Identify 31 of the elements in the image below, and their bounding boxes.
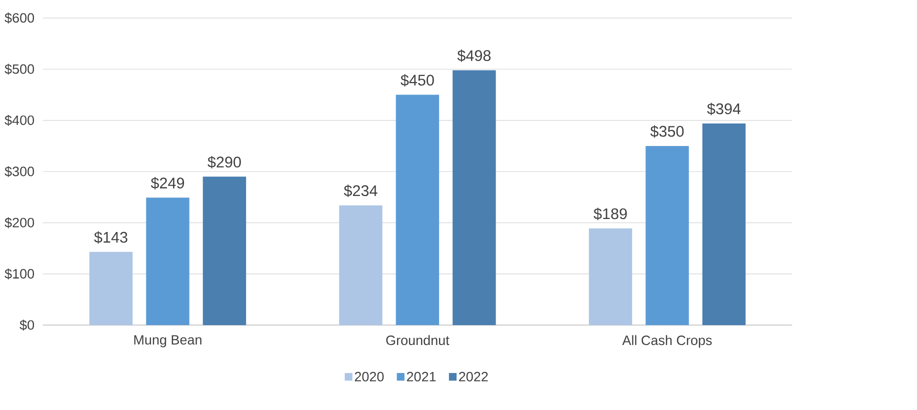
bar [646, 146, 689, 326]
legend-label: 2021 [406, 372, 436, 382]
x-tick-label: Mung Bean [134, 335, 202, 348]
x-tick-label: All Cash Crops [622, 335, 712, 348]
bar [588, 228, 632, 326]
data-label: $189 [594, 208, 627, 220]
y-tick-label: $0 [20, 320, 34, 331]
bar [702, 124, 746, 326]
data-label: $450 [400, 74, 434, 87]
y-tick-label: $100 [4, 268, 34, 280]
bar [146, 198, 190, 326]
data-label: $143 [94, 231, 128, 244]
x-tick-label: Groundnut [386, 335, 450, 346]
bar [202, 176, 246, 326]
data-label: $394 [707, 102, 741, 116]
bar [89, 252, 133, 326]
bar [452, 70, 496, 326]
y-tick-label: $500 [4, 64, 34, 75]
data-label: $234 [344, 184, 378, 198]
legend-label: 2022 [459, 372, 488, 382]
y-tick-label: $300 [4, 166, 34, 178]
data-label: $249 [150, 177, 184, 190]
y-tick-label: $600 [4, 12, 34, 24]
bar [339, 205, 382, 326]
data-label: $350 [650, 125, 684, 138]
y-tick-label: $200 [4, 217, 34, 228]
y-tick-label: $400 [4, 115, 34, 126]
legend-label: 2020 [354, 372, 384, 382]
bar [396, 94, 440, 326]
data-label: $290 [208, 156, 241, 169]
data-label: $498 [457, 50, 491, 62]
